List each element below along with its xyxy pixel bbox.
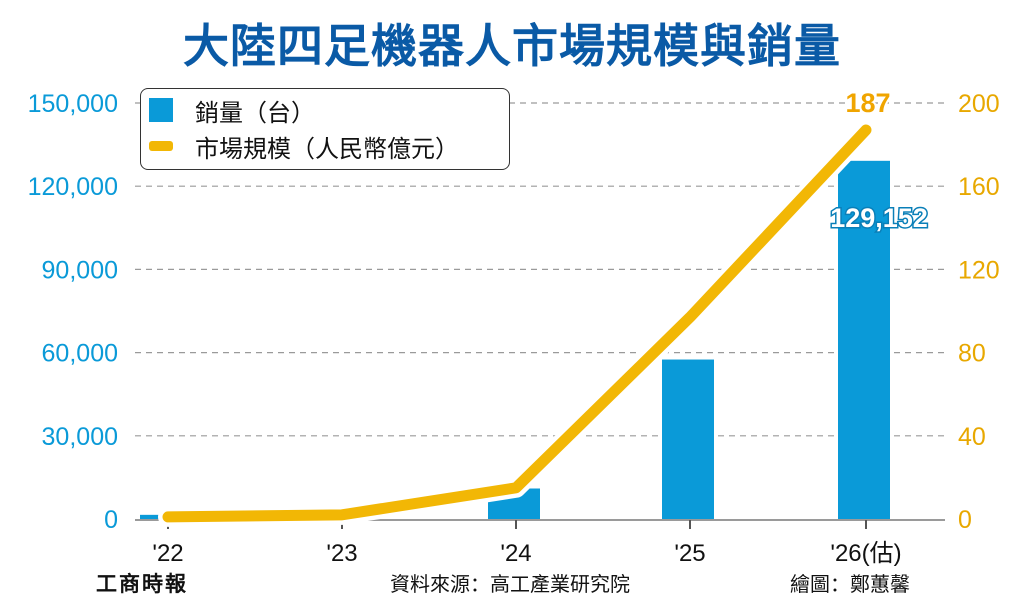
legend: 銷量（台） 市場規模（人民幣億元） [140, 88, 510, 170]
y-left-tick-label: 150,000 [28, 90, 118, 118]
line-point [689, 316, 691, 319]
y-left-tick-label: 0 [104, 506, 118, 534]
line-point [167, 515, 169, 518]
y-right-tick-label: 80 [958, 340, 986, 368]
legend-swatch-bar [149, 98, 173, 122]
y-left-tick-label: 30,000 [42, 423, 118, 451]
x-tick-label: '24 [500, 540, 531, 567]
data-label-sales: 129,152 [830, 203, 928, 233]
legend-item-market: 市場規模（人民幣億元） [149, 129, 459, 163]
data-label-market-size: 187 [845, 88, 890, 118]
bar [662, 359, 714, 519]
x-tick-label: '25 [674, 540, 705, 567]
x-tick-label: '23 [326, 540, 357, 567]
graphic-credit: 繪圖：鄭蕙馨 [790, 572, 910, 596]
legend-label-market: 市場規模（人民幣億元） [195, 134, 459, 163]
publisher-logo: 工商時報 [96, 571, 188, 596]
x-tick-label: '26(估) [830, 540, 901, 567]
line-halo [158, 120, 876, 527]
legend-label-sales: 銷量（台） [195, 98, 315, 127]
data-source: 資料來源：高工產業研究院 [390, 572, 630, 596]
bar [838, 160, 890, 519]
line-point [865, 129, 867, 132]
y-left-tick-label: 60,000 [42, 340, 118, 368]
y-left-tick-label: 120,000 [28, 173, 118, 201]
y-right-tick-label: 160 [958, 173, 1000, 201]
line-market-size [162, 124, 872, 523]
line-series [158, 120, 876, 527]
bar-series [140, 160, 890, 519]
y-right-tick-label: 120 [958, 256, 1000, 284]
y-right-tick-label: 0 [958, 506, 972, 534]
legend-item-sales: 銷量（台） [149, 93, 315, 127]
y-left-tick-label: 90,000 [42, 256, 118, 284]
legend-swatch-line [149, 141, 173, 151]
tick-labels: 0 30,000 60,000 90,000 120,000 150,000 0 40 80 12… [28, 86, 1000, 567]
line-point [341, 513, 343, 516]
x-tick-label: '22 [152, 540, 183, 567]
y-right-tick-label: 40 [958, 423, 986, 451]
y-right-tick-label: 200 [958, 90, 1000, 118]
chart-title: 大陸四足機器人市場規模與銷量 [183, 19, 841, 73]
line-point [515, 486, 517, 489]
